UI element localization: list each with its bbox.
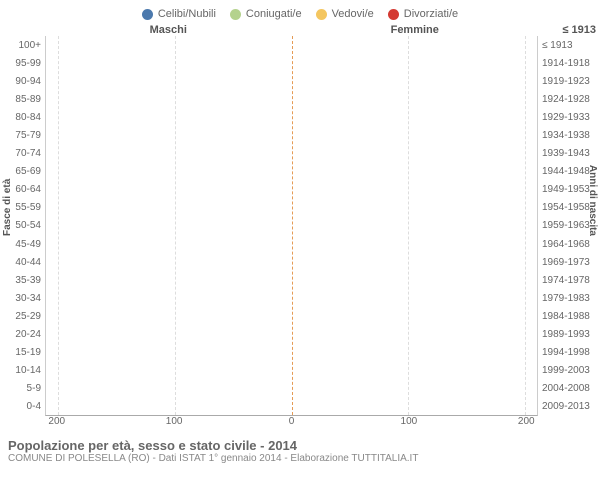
table-row [46,126,537,144]
legend-item: Celibi/Nubili [142,8,216,20]
table-row [46,72,537,90]
table-row [46,108,537,126]
footer: Popolazione per età, sesso e stato civil… [0,432,600,464]
table-row [46,54,537,72]
table-row [46,162,537,180]
table-row [46,307,537,325]
table-row [46,289,537,307]
table-row [46,397,537,415]
legend-item: Divorziati/e [388,8,458,20]
table-row [46,180,537,198]
table-row [46,144,537,162]
legend-item: Coniugati/e [230,8,302,20]
table-row [46,36,537,54]
table-row [46,90,537,108]
table-row [46,361,537,379]
chart-subtitle: COMUNE DI POLESELLA (RO) - Dati ISTAT 1°… [8,453,592,464]
population-pyramid: Fasce di età Anni di nascita 100+95-9990… [0,36,600,416]
y-axis-title-left: Fasce di età [2,179,13,236]
table-row [46,325,537,343]
table-row [46,379,537,397]
table-row [46,253,537,271]
header-female: Femmine [292,24,539,36]
legend-item: Vedovi/e [316,8,374,20]
x-axis: 2001000100200 [0,416,600,432]
column-headers: Maschi Femmine ≤ 1913 [0,24,600,36]
legend: Celibi/Nubili Coniugati/e Vedovi/e Divorzia… [0,0,600,24]
table-row [46,216,537,234]
table-row [46,343,537,361]
table-row [46,235,537,253]
table-row [46,271,537,289]
y-axis-title-right: Anni di nascita [587,165,598,236]
table-row [46,198,537,216]
chart-title: Popolazione per età, sesso e stato civil… [8,438,592,453]
plot-area [45,36,538,416]
bars [46,36,537,415]
header-birth: ≤ 1913 [538,24,600,36]
header-male: Maschi [45,24,292,36]
x-ticks: 2001000100200 [45,416,538,432]
